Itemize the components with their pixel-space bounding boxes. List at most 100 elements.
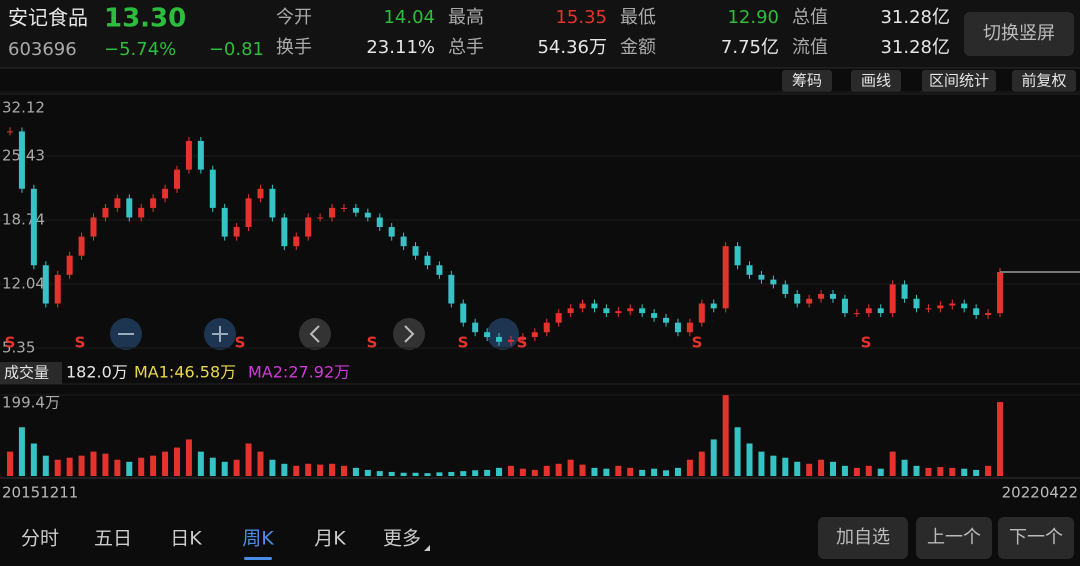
tool-button[interactable]	[1012, 70, 1076, 92]
volume-bar	[579, 464, 586, 476]
volume-bar	[114, 459, 121, 476]
candle	[746, 265, 753, 275]
volume-bar	[66, 457, 73, 476]
volume-bar	[472, 470, 479, 476]
candle	[615, 311, 622, 314]
candle	[949, 303, 956, 306]
stat-value: 31.28亿	[880, 37, 950, 58]
tool-label[interactable]: 画线	[861, 72, 891, 90]
volume-bar	[54, 459, 61, 476]
candle	[352, 207, 359, 213]
volume-bar	[806, 463, 813, 476]
tab-underline	[244, 557, 272, 560]
button[interactable]	[998, 517, 1074, 559]
volume-bar	[245, 443, 252, 476]
candle	[567, 308, 574, 314]
scroll-right[interactable]	[393, 318, 425, 350]
button[interactable]	[818, 517, 908, 559]
volume-bar	[138, 457, 145, 476]
tool-button[interactable]	[922, 70, 996, 92]
volume-bar	[818, 459, 825, 476]
signal: S	[861, 334, 872, 352]
candle	[663, 317, 670, 323]
stat-value: 14.04	[383, 7, 435, 28]
candle	[376, 217, 383, 228]
volume-bar	[734, 427, 741, 476]
tool-label[interactable]: 区间统计	[929, 72, 989, 90]
volume-bar	[949, 467, 956, 476]
tab[interactable]: 分时	[21, 528, 59, 550]
start-date: 20151211	[2, 484, 78, 502]
volume-bar	[42, 455, 49, 476]
volume-bar	[317, 464, 324, 476]
candle	[340, 207, 347, 209]
candle	[54, 274, 61, 304]
volume-bar	[794, 461, 801, 476]
volume-bar	[639, 469, 646, 476]
candle	[78, 236, 85, 256]
stat-label: 最低	[620, 7, 656, 28]
indicator-select[interactable]	[0, 362, 62, 384]
tab[interactable]: 日K	[170, 528, 202, 550]
volume-bar	[782, 457, 789, 476]
tab[interactable]: 周K	[242, 528, 274, 550]
volume-bar	[281, 463, 288, 476]
candle	[162, 188, 169, 199]
stat-value: 15.35	[555, 7, 607, 28]
candle	[317, 217, 324, 219]
candle	[329, 207, 336, 218]
candle	[543, 322, 550, 333]
stat-label: 换手	[276, 37, 312, 58]
volume-bar	[412, 472, 419, 476]
tool-button[interactable]	[782, 70, 832, 92]
switch-label[interactable]: 切换竖屏	[983, 23, 1055, 44]
volume-bar	[865, 465, 872, 476]
signal: S	[235, 334, 246, 352]
stock-code: 603696	[8, 39, 77, 60]
button[interactable]	[916, 517, 992, 559]
volume-bar	[424, 473, 431, 476]
button-label[interactable]: 下一个	[1009, 527, 1063, 548]
volume-bar	[329, 463, 336, 476]
volume-bar	[484, 469, 491, 476]
tool-label[interactable]: 筹码	[792, 72, 822, 90]
candle	[698, 303, 705, 323]
button-label[interactable]: 上一个	[927, 527, 981, 548]
candle	[555, 313, 562, 323]
candle	[591, 303, 598, 309]
switch-button[interactable]	[964, 12, 1074, 56]
end-date: 20220422	[1002, 484, 1078, 502]
tool-button[interactable]	[851, 70, 901, 92]
candle	[126, 198, 133, 218]
volume-bar	[543, 465, 550, 476]
candle	[639, 308, 646, 314]
candle	[114, 198, 121, 208]
volume-bar	[627, 467, 634, 476]
tab[interactable]: 更多	[383, 528, 421, 550]
volume-bar	[173, 447, 180, 476]
tab[interactable]: 五日	[94, 528, 132, 550]
candle	[30, 188, 37, 266]
candle	[830, 293, 837, 299]
candle	[519, 337, 526, 340]
volume-bar	[567, 459, 574, 476]
signal: S	[517, 334, 528, 352]
signal: S	[367, 334, 378, 352]
scroll-left[interactable]	[299, 318, 331, 350]
candle	[758, 274, 765, 280]
tab[interactable]: 月K	[314, 528, 346, 550]
button-label[interactable]: 加自选	[836, 527, 890, 548]
candle	[90, 217, 97, 237]
tool-label[interactable]: 前复权	[1021, 72, 1066, 90]
candle	[460, 303, 467, 323]
reset[interactable]	[487, 318, 519, 350]
volume-label[interactable]: 成交量	[4, 364, 49, 382]
volume-bar	[651, 468, 658, 476]
stat-value: 12.90	[727, 7, 779, 28]
candle	[734, 246, 741, 266]
candle	[579, 303, 586, 309]
candle	[722, 246, 729, 309]
candle	[209, 169, 216, 208]
